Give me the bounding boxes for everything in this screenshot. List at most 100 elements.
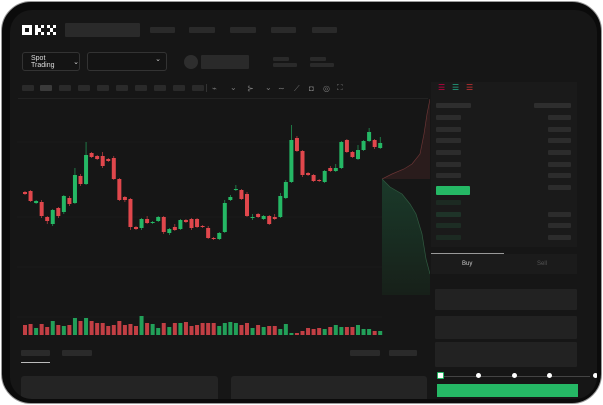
candle <box>267 216 272 224</box>
tab-order-history[interactable] <box>62 350 92 356</box>
orderbook-asks-icon[interactable]: ☰ <box>466 83 474 92</box>
indicator-icon[interactable]: ⊱ <box>247 84 254 93</box>
market-type-dropdown[interactable]: Spot Trading ⌄ <box>22 52 80 71</box>
volume-bar <box>317 328 322 335</box>
volume-bar <box>39 324 44 335</box>
candle <box>372 140 377 147</box>
slider-stop-100[interactable] <box>593 373 597 378</box>
buy-tab-underline <box>431 253 504 254</box>
okx-logo[interactable] <box>22 24 60 36</box>
camera-icon[interactable]: ◘ <box>309 84 314 93</box>
orderbook-both-icon[interactable]: ☰ <box>438 83 446 92</box>
filter-button[interactable] <box>389 350 417 356</box>
timeframe-button[interactable] <box>78 85 90 91</box>
candle <box>300 151 305 175</box>
volume-bar <box>183 322 188 335</box>
tab-buy[interactable]: Buy <box>462 261 473 267</box>
fullscreen-icon[interactable]: ⛶ <box>337 83 343 92</box>
timeframe-button[interactable] <box>154 85 166 91</box>
candle <box>195 219 200 227</box>
candle <box>28 191 33 201</box>
search-placeholder[interactable] <box>65 23 140 37</box>
candle <box>61 196 66 212</box>
divider <box>206 84 207 92</box>
draw-line-icon[interactable]: ∼ <box>278 84 285 93</box>
candle <box>322 171 327 182</box>
nav-item[interactable] <box>150 27 175 33</box>
volume-bar <box>333 325 338 335</box>
amount-input[interactable] <box>435 316 577 339</box>
timeframe-button[interactable] <box>116 85 128 91</box>
timeframe-button[interactable] <box>97 85 109 91</box>
timeframe-button[interactable] <box>22 85 34 91</box>
total-input[interactable] <box>435 342 577 367</box>
nav-item[interactable] <box>230 27 256 33</box>
timeframe-button[interactable] <box>192 85 204 91</box>
tab-sell[interactable]: Sell <box>537 261 548 267</box>
volume-bar <box>311 329 316 335</box>
ask-price <box>436 127 461 132</box>
candle <box>95 156 100 159</box>
candle <box>250 217 255 218</box>
nav-item[interactable] <box>312 27 337 33</box>
volume-bar <box>372 331 377 335</box>
volume-bar <box>45 327 50 335</box>
candlestick-chart[interactable] <box>17 97 437 337</box>
candle <box>189 219 194 228</box>
volume-bar <box>178 323 183 335</box>
tab-underline <box>21 362 50 363</box>
timeframe-button[interactable] <box>59 85 71 91</box>
candle <box>172 227 177 230</box>
slider-stop-75[interactable] <box>547 373 552 378</box>
candle <box>200 226 205 227</box>
volume-bar <box>239 325 244 335</box>
volume-bar <box>350 327 355 335</box>
filter-button[interactable] <box>350 350 380 356</box>
slider-stop-25[interactable] <box>476 373 481 378</box>
ask-amount <box>548 127 571 132</box>
buy-submit-button[interactable] <box>437 384 578 397</box>
stat-value <box>273 63 297 67</box>
ask-amount <box>548 115 571 120</box>
volume-bar <box>261 327 266 335</box>
timeframe-button[interactable] <box>173 85 185 91</box>
chevron-down-icon[interactable]: ⌄ <box>265 83 272 92</box>
timeframe-button[interactable] <box>40 85 52 91</box>
nav-item[interactable] <box>271 27 296 33</box>
settings-icon[interactable]: ◎ <box>323 84 330 93</box>
volume-bar <box>78 321 83 335</box>
slider-handle[interactable] <box>437 372 444 379</box>
chevron-down-icon[interactable]: ⌄ <box>230 83 237 92</box>
volume-bar <box>106 326 111 335</box>
volume-bar <box>200 323 205 335</box>
volume-bar <box>344 327 349 335</box>
candle <box>128 199 133 227</box>
ruler-icon[interactable]: ⟋ <box>294 84 300 93</box>
candle <box>350 152 355 157</box>
volume-bar <box>294 333 299 335</box>
candle <box>78 176 83 184</box>
tab-open-orders[interactable] <box>21 350 50 356</box>
ask-price <box>436 150 461 155</box>
volume-bar <box>72 318 77 335</box>
candle <box>161 217 166 232</box>
pair-select[interactable]: ⌄ <box>87 52 167 71</box>
candle <box>178 220 183 229</box>
candle <box>333 168 338 171</box>
timeframe-button[interactable] <box>135 85 147 91</box>
candle <box>100 156 105 166</box>
chart-type-icon[interactable]: ⌁ <box>212 84 217 93</box>
price-input[interactable] <box>435 289 577 310</box>
app-screen: Spot Trading ⌄ ⌄ ⌁ ⌄ ⊱ ⌄ ∼ ⟋ ◘ ◎ ⛶ ☰ ☰ ☰ <box>10 10 597 399</box>
slider-stop-50[interactable] <box>512 373 517 378</box>
orderbook-bids-icon[interactable]: ☰ <box>452 83 460 92</box>
candle <box>294 138 299 151</box>
candle <box>167 229 172 233</box>
ask-price <box>436 138 461 143</box>
volume-bar <box>206 323 211 335</box>
ask-price <box>436 173 461 178</box>
candle <box>367 132 372 141</box>
candle <box>306 173 311 175</box>
nav-item[interactable] <box>189 27 215 33</box>
